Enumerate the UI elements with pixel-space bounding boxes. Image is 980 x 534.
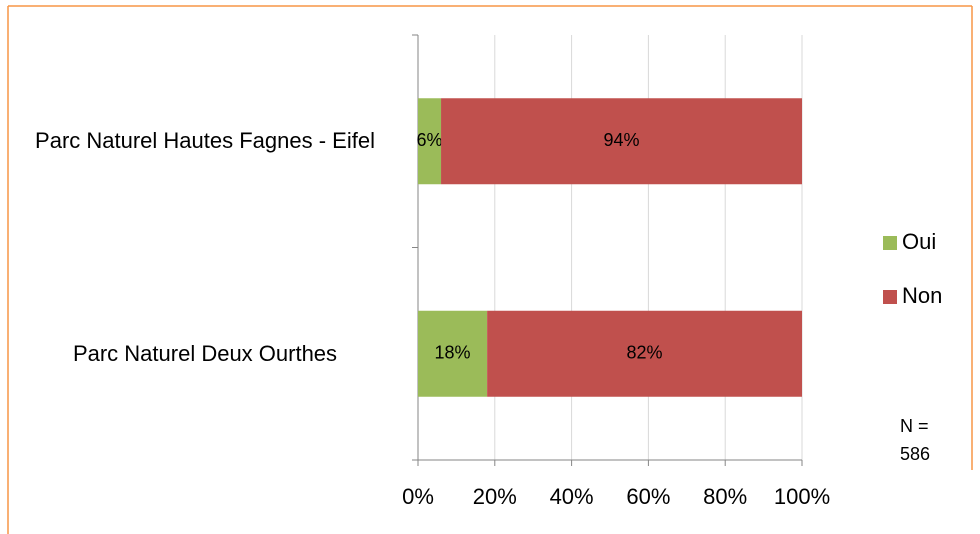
legend-swatch: [883, 290, 897, 304]
bar-segment: [418, 310, 488, 397]
bar-segment: [487, 310, 802, 397]
y-tick-label: Parc Naturel Hautes Fagnes - Eifel: [35, 128, 375, 154]
x-tick-label: 40%: [550, 484, 594, 509]
bar-segment: [418, 98, 442, 185]
x-tick-label: 100%: [774, 484, 830, 509]
annotation: N = 586: [900, 416, 931, 464]
x-tick-label: 0%: [402, 484, 434, 509]
data-label: 6%: [417, 130, 443, 150]
legend-swatch: [883, 236, 897, 250]
x-tick-label: 60%: [626, 484, 670, 509]
y-tick-label: Parc Naturel Deux Ourthes: [72, 340, 338, 366]
data-label: 82%: [627, 343, 663, 363]
legend-label: Non: [902, 283, 942, 308]
x-tick-label: 20%: [473, 484, 517, 509]
legend-label: Oui: [902, 229, 936, 254]
data-label: 18%: [435, 343, 471, 363]
x-tick-label: 80%: [703, 484, 747, 509]
data-label: 94%: [604, 130, 640, 150]
bar-segment: [441, 98, 802, 185]
